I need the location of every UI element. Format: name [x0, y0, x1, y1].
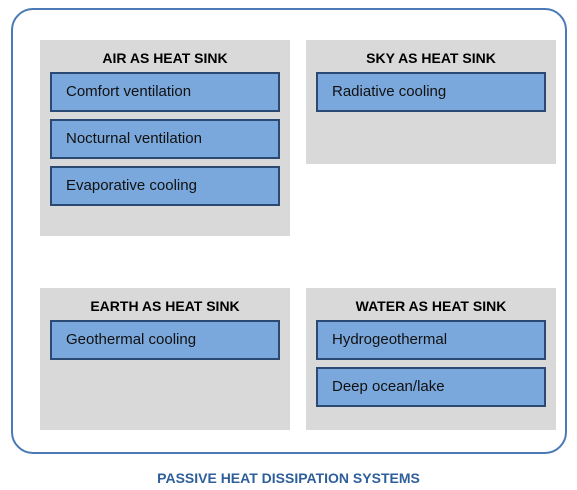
group-box: AIR AS HEAT SINK Comfort ventilation Noctu…: [40, 40, 290, 236]
group-box: EARTH AS HEAT SINK Geothermal cooling: [40, 288, 290, 430]
item-box: Radiative cooling: [316, 72, 546, 112]
group-title: AIR AS HEAT SINK: [102, 50, 228, 66]
frame: [11, 8, 567, 454]
group-box: WATER AS HEAT SINK Hydrogeothermal Deep oc…: [306, 288, 556, 430]
item-box: Geothermal cooling: [50, 320, 280, 360]
item-box: Comfort ventilation: [50, 72, 280, 112]
item-box: Evaporative cooling: [50, 166, 280, 206]
group-title: EARTH AS HEAT SINK: [90, 298, 240, 314]
group-title: WATER AS HEAT SINK: [355, 298, 507, 314]
group-title: SKY AS HEAT SINK: [366, 50, 496, 66]
item-box: Deep ocean/lake: [316, 367, 546, 407]
diagram-title: PASSIVE HEAT DISSIPATION SYSTEMS: [157, 470, 420, 486]
group-box: SKY AS HEAT SINK Radiative cooling: [306, 40, 556, 164]
item-box: Hydrogeothermal: [316, 320, 546, 360]
item-box: Nocturnal ventilation: [50, 119, 280, 159]
